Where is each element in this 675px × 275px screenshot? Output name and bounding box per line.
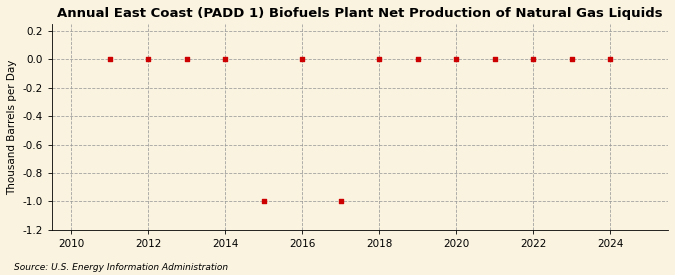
Y-axis label: Thousand Barrels per Day: Thousand Barrels per Day [7, 59, 17, 194]
Point [412, 57, 423, 62]
Title: Annual East Coast (PADD 1) Biofuels Plant Net Production of Natural Gas Liquids: Annual East Coast (PADD 1) Biofuels Plan… [57, 7, 663, 20]
Point [374, 57, 385, 62]
Point [297, 57, 308, 62]
Point [220, 57, 231, 62]
Point [451, 57, 462, 62]
Text: Source: U.S. Energy Information Administration: Source: U.S. Energy Information Administ… [14, 263, 227, 272]
Point [489, 57, 500, 62]
Point [528, 57, 539, 62]
Point [566, 57, 577, 62]
Point [182, 57, 192, 62]
Point [259, 199, 269, 204]
Point [335, 199, 346, 204]
Point [104, 57, 115, 62]
Point [605, 57, 616, 62]
Point [143, 57, 154, 62]
